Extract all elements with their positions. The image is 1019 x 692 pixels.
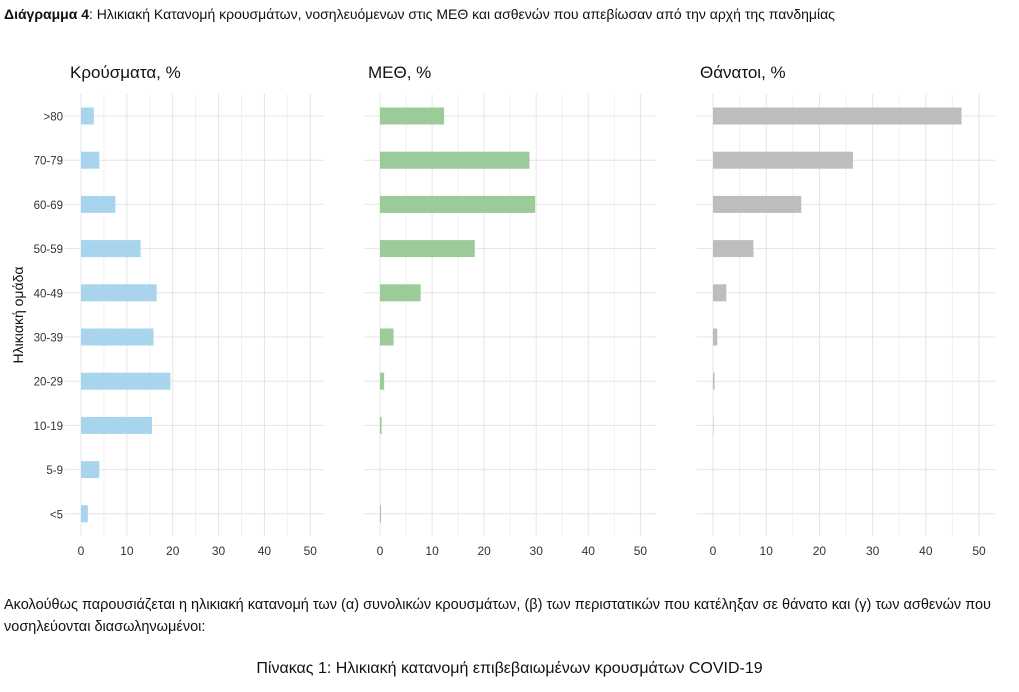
bar bbox=[81, 107, 94, 125]
bar bbox=[713, 416, 714, 434]
bar bbox=[380, 505, 382, 523]
y-tick-label: 70-79 bbox=[34, 156, 63, 168]
x-tick-label: 40 bbox=[582, 544, 596, 558]
bar bbox=[713, 107, 962, 125]
bar bbox=[81, 151, 100, 169]
x-tick-label: 10 bbox=[760, 544, 774, 558]
bar bbox=[380, 372, 385, 390]
bar bbox=[713, 151, 853, 169]
bar bbox=[380, 240, 475, 258]
bar bbox=[380, 328, 394, 346]
x-tick-label: 0 bbox=[710, 544, 717, 558]
figure-caption-label: Διάγραμμα 4 bbox=[4, 6, 90, 22]
x-tick-label: 40 bbox=[258, 544, 272, 558]
y-tick-label: <5 bbox=[50, 509, 63, 521]
x-tick-label: 50 bbox=[304, 544, 318, 558]
y-tick-label: 20-29 bbox=[34, 377, 63, 389]
x-tick-label: 40 bbox=[919, 544, 933, 558]
bar bbox=[380, 195, 536, 213]
y-axis-title: Ηλικιακή ομάδα bbox=[10, 267, 26, 364]
bar bbox=[81, 284, 157, 302]
bar bbox=[713, 372, 715, 390]
table-title: Πίνακας 1: Ηλικιακή κατανομή επιβεβαιωμέ… bbox=[256, 660, 763, 677]
age-distribution-chart: Ηλικιακή ομάδα >80 70-79 60-69 50-59 40-49 30-… bbox=[10, 63, 995, 558]
y-tick-label: 30-39 bbox=[34, 333, 63, 345]
x-tick-label: 20 bbox=[477, 544, 491, 558]
bar bbox=[713, 195, 802, 213]
panel-title: Θάνατοι, % bbox=[700, 63, 786, 82]
x-tick-label: 0 bbox=[377, 544, 384, 558]
panel-title: ΜΕΘ, % bbox=[368, 63, 431, 82]
y-tick-label: 5-9 bbox=[46, 465, 63, 477]
bar bbox=[380, 284, 421, 302]
x-tick-label: 0 bbox=[78, 544, 85, 558]
x-tick-label: 20 bbox=[166, 544, 180, 558]
y-tick-label: 50-59 bbox=[34, 244, 63, 256]
panel-title: Κρούσματα, % bbox=[70, 63, 181, 82]
y-tick-label: >80 bbox=[43, 112, 63, 124]
bar bbox=[713, 328, 718, 346]
bar bbox=[713, 284, 727, 302]
y-tick-label: 60-69 bbox=[34, 200, 63, 212]
bar bbox=[380, 107, 445, 125]
x-tick-label: 10 bbox=[425, 544, 439, 558]
x-tick-label: 10 bbox=[120, 544, 134, 558]
bar bbox=[713, 240, 754, 258]
x-tick-label: 30 bbox=[530, 544, 544, 558]
figure-caption: Διάγραμμα 4: Ηλικιακή Κατανομή κρουσμάτω… bbox=[4, 6, 835, 22]
bar bbox=[81, 505, 88, 523]
bar bbox=[81, 195, 116, 213]
x-tick-label: 30 bbox=[212, 544, 226, 558]
figure-caption-text: : Ηλικιακή Κατανομή κρουσμάτων, νοσηλευό… bbox=[89, 6, 835, 22]
bar bbox=[81, 416, 153, 434]
intro-paragraph: Ακολούθως παρουσιάζεται η ηλικιακή καταν… bbox=[4, 597, 991, 635]
bar bbox=[380, 151, 530, 169]
bar bbox=[380, 416, 382, 434]
bar bbox=[81, 372, 171, 390]
bar bbox=[81, 328, 154, 346]
bar bbox=[81, 461, 100, 479]
y-tick-label: 40-49 bbox=[34, 288, 63, 300]
bar bbox=[81, 240, 141, 258]
x-tick-label: 50 bbox=[972, 544, 986, 558]
x-tick-label: 50 bbox=[634, 544, 648, 558]
x-tick-label: 30 bbox=[866, 544, 880, 558]
y-tick-label: 10-19 bbox=[34, 421, 63, 433]
x-tick-label: 20 bbox=[813, 544, 827, 558]
